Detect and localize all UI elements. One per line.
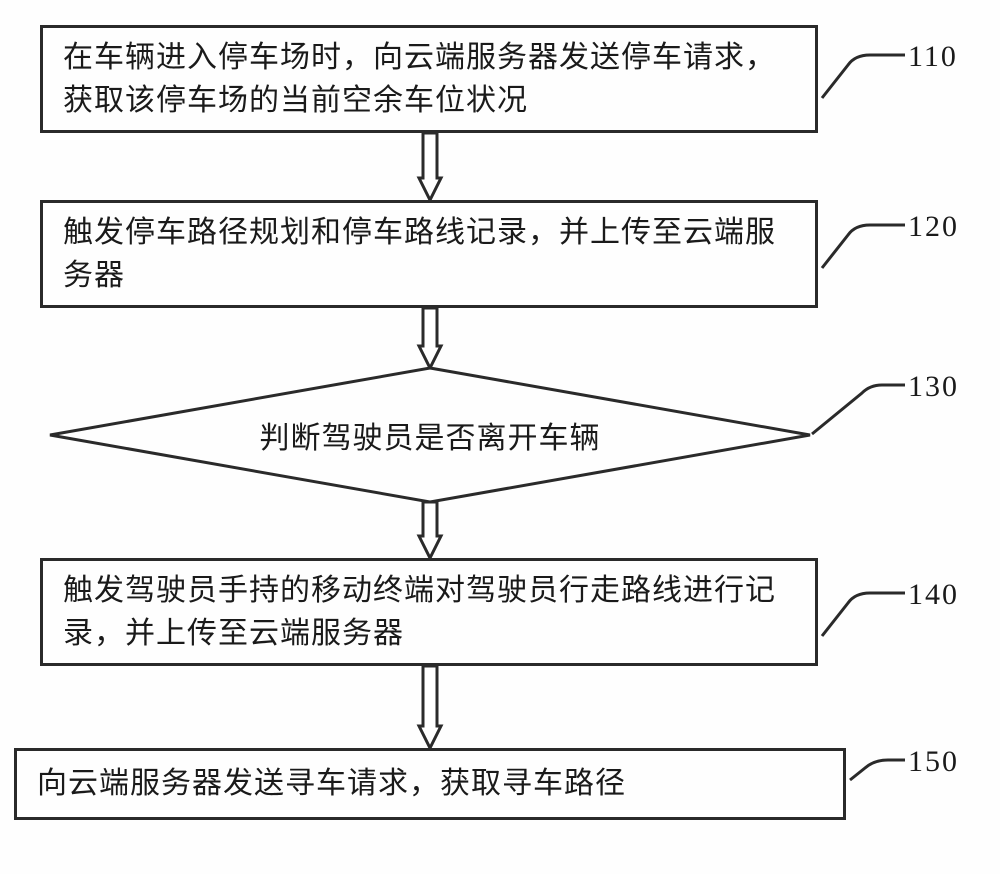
node-130-text: 判断驾驶员是否离开车辆 (210, 417, 650, 461)
node-150: 向云端服务器发送寻车请求，获取寻车路径 (14, 748, 846, 820)
node-120-text: 触发停车路径规划和停车路线记录，并上传至云端服务器 (63, 211, 795, 298)
node-150-text: 向云端服务器发送寻车请求，获取寻车路径 (37, 762, 626, 806)
label-110: 110 (908, 40, 958, 74)
label-120: 120 (908, 210, 959, 244)
node-140-text: 触发驾驶员手持的移动终端对驾驶员行走路线进行记录，并上传至云端服务器 (63, 569, 795, 656)
node-110: 在车辆进入停车场时，向云端服务器发送停车请求，获取该停车场的当前空余车位状况 (40, 25, 818, 133)
label-150: 150 (908, 745, 959, 779)
node-140: 触发驾驶员手持的移动终端对驾驶员行走路线进行记录，并上传至云端服务器 (40, 558, 818, 666)
label-140: 140 (908, 578, 959, 612)
label-130: 130 (908, 370, 959, 404)
node-110-text: 在车辆进入停车场时，向云端服务器发送停车请求，获取该停车场的当前空余车位状况 (63, 36, 795, 123)
node-120: 触发停车路径规划和停车路线记录，并上传至云端服务器 (40, 200, 818, 308)
flowchart-canvas: 在车辆进入停车场时，向云端服务器发送停车请求，获取该停车场的当前空余车位状况 触… (0, 0, 1000, 874)
